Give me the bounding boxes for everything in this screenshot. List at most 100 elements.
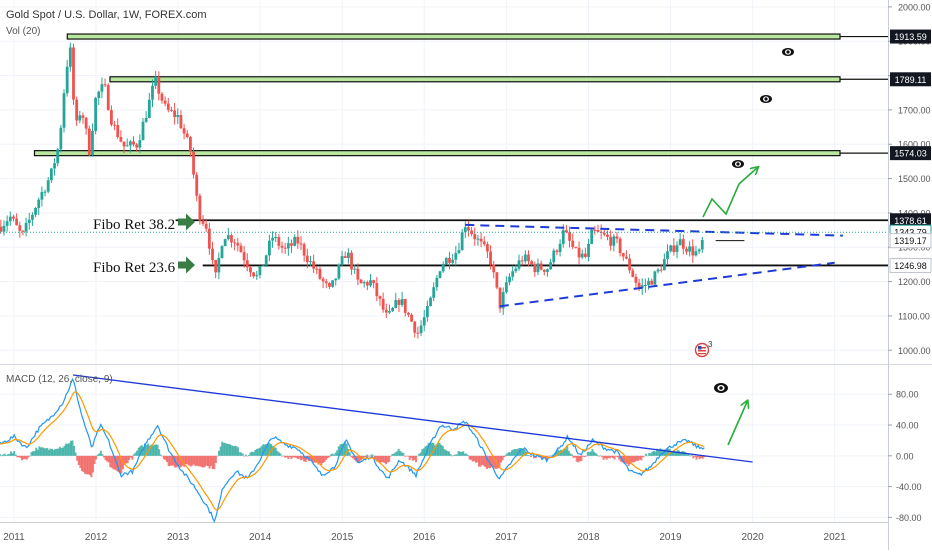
candle-body bbox=[568, 232, 571, 241]
macd-histogram-bar bbox=[512, 449, 515, 456]
macd-histogram-bar bbox=[333, 454, 336, 456]
macd-histogram-bar bbox=[459, 451, 462, 456]
macd-histogram-bar bbox=[698, 455, 701, 460]
macd-histogram-bar bbox=[597, 455, 600, 457]
candle-body bbox=[75, 99, 79, 121]
candle-body bbox=[343, 256, 347, 258]
candle-body bbox=[492, 264, 496, 273]
macd-histogram-bar bbox=[309, 455, 312, 461]
macd-histogram-bar bbox=[701, 455, 704, 459]
macd-histogram-bar bbox=[101, 454, 104, 456]
price-badge-label: 1789.11 bbox=[895, 75, 927, 85]
candle-body bbox=[394, 300, 398, 309]
macd-histogram-bar bbox=[273, 447, 276, 456]
candle-body bbox=[359, 279, 363, 284]
candle-body bbox=[425, 305, 429, 318]
macd-tick-label: -80.00 bbox=[896, 513, 922, 523]
candle-body bbox=[672, 245, 676, 253]
eye-icon bbox=[782, 48, 794, 56]
macd-histogram-bar bbox=[197, 455, 200, 467]
macd-histogram-bar bbox=[514, 448, 517, 456]
macd-histogram-bar bbox=[569, 453, 572, 456]
macd-histogram-bar bbox=[405, 455, 408, 457]
macd-histogram-bar bbox=[222, 442, 225, 456]
macd-histogram-bar bbox=[476, 455, 479, 463]
macd-histogram-bar bbox=[47, 449, 50, 456]
macd-histogram-bar bbox=[580, 455, 583, 461]
macd-histogram-bar bbox=[454, 454, 457, 456]
macd-histogram-bar bbox=[582, 455, 585, 457]
candle-body bbox=[362, 282, 366, 284]
macd-histogram-bar bbox=[252, 452, 255, 456]
macd-histogram-bar bbox=[690, 455, 693, 456]
macd-histogram-bar bbox=[482, 455, 485, 466]
macd-histogram-bar bbox=[229, 444, 232, 456]
macd-histogram-bar bbox=[62, 447, 65, 456]
macd-histogram-bar bbox=[49, 448, 52, 456]
macd-histogram-bar bbox=[594, 453, 597, 456]
macd-histogram-bar bbox=[71, 440, 74, 456]
macd-histogram-bar bbox=[591, 448, 594, 456]
macd-histogram-bar bbox=[504, 454, 507, 456]
candle-body bbox=[375, 283, 379, 297]
candle-body bbox=[403, 299, 407, 313]
candle-body bbox=[204, 223, 208, 229]
macd-histogram-bar bbox=[79, 455, 82, 468]
macd-histogram-bar bbox=[520, 448, 523, 456]
eye-icon bbox=[760, 95, 772, 103]
candle-body bbox=[634, 276, 638, 283]
macd-histogram-bar bbox=[602, 455, 605, 460]
candle-body bbox=[659, 269, 663, 271]
candle-body bbox=[2, 225, 6, 232]
candle-body bbox=[59, 127, 63, 150]
macd-histogram-bar bbox=[0, 454, 1, 456]
candle-body bbox=[81, 115, 85, 118]
macd-histogram-bar bbox=[180, 455, 183, 467]
macd-histogram-bar bbox=[667, 448, 670, 456]
candle-body bbox=[252, 272, 255, 277]
candle-body bbox=[277, 237, 281, 246]
macd-histogram-bar bbox=[645, 453, 648, 456]
candle-body bbox=[577, 247, 581, 258]
macd-histogram-bar bbox=[493, 455, 496, 469]
macd-histogram-bar bbox=[421, 449, 424, 456]
time-tick-label: 2017 bbox=[495, 532, 518, 543]
macd-indicator-label[interactable]: MACD (12, 26, close, 9) bbox=[6, 374, 113, 385]
macd-histogram-bar bbox=[634, 455, 637, 462]
macd-histogram-bar bbox=[485, 455, 488, 470]
candle-body bbox=[91, 130, 94, 156]
macd-histogram-bar bbox=[189, 455, 192, 467]
macd-histogram-bar bbox=[586, 451, 589, 456]
macd-histogram-bar bbox=[128, 455, 131, 460]
candle-body bbox=[631, 270, 635, 277]
time-tick-label: 2019 bbox=[659, 532, 682, 543]
macd-histogram-bar bbox=[353, 455, 356, 461]
volume-indicator-label[interactable]: Vol (20) bbox=[6, 26, 40, 37]
candle-body bbox=[217, 258, 221, 273]
candle-body bbox=[122, 141, 126, 147]
candle-body bbox=[539, 263, 543, 270]
candle-body bbox=[223, 239, 227, 247]
macd-histogram-bar bbox=[46, 447, 49, 456]
candle-body bbox=[328, 283, 331, 287]
macd-histogram-bar bbox=[622, 455, 625, 464]
macd-histogram-bar bbox=[533, 455, 536, 459]
candle-body bbox=[103, 84, 107, 86]
macd-histogram-bar bbox=[530, 455, 533, 458]
macd-histogram-bar bbox=[687, 453, 690, 456]
macd-histogram-bar bbox=[125, 455, 128, 464]
macd-histogram-bar bbox=[262, 444, 265, 456]
macd-histogram-bar bbox=[689, 455, 692, 457]
candle-body bbox=[0, 226, 3, 232]
macd-histogram-bar bbox=[241, 453, 244, 456]
macd-histogram-bar bbox=[561, 450, 564, 456]
candle-body bbox=[125, 145, 129, 147]
macd-histogram-bar bbox=[471, 455, 474, 462]
candle-body bbox=[587, 243, 590, 257]
candle-body bbox=[53, 163, 56, 169]
macd-histogram-bar bbox=[84, 455, 87, 474]
symbol-header[interactable]: Gold Spot / U.S. Dollar, 1W, FOREX.com bbox=[6, 9, 207, 21]
candle-body bbox=[189, 137, 192, 152]
candle-body bbox=[94, 98, 98, 131]
